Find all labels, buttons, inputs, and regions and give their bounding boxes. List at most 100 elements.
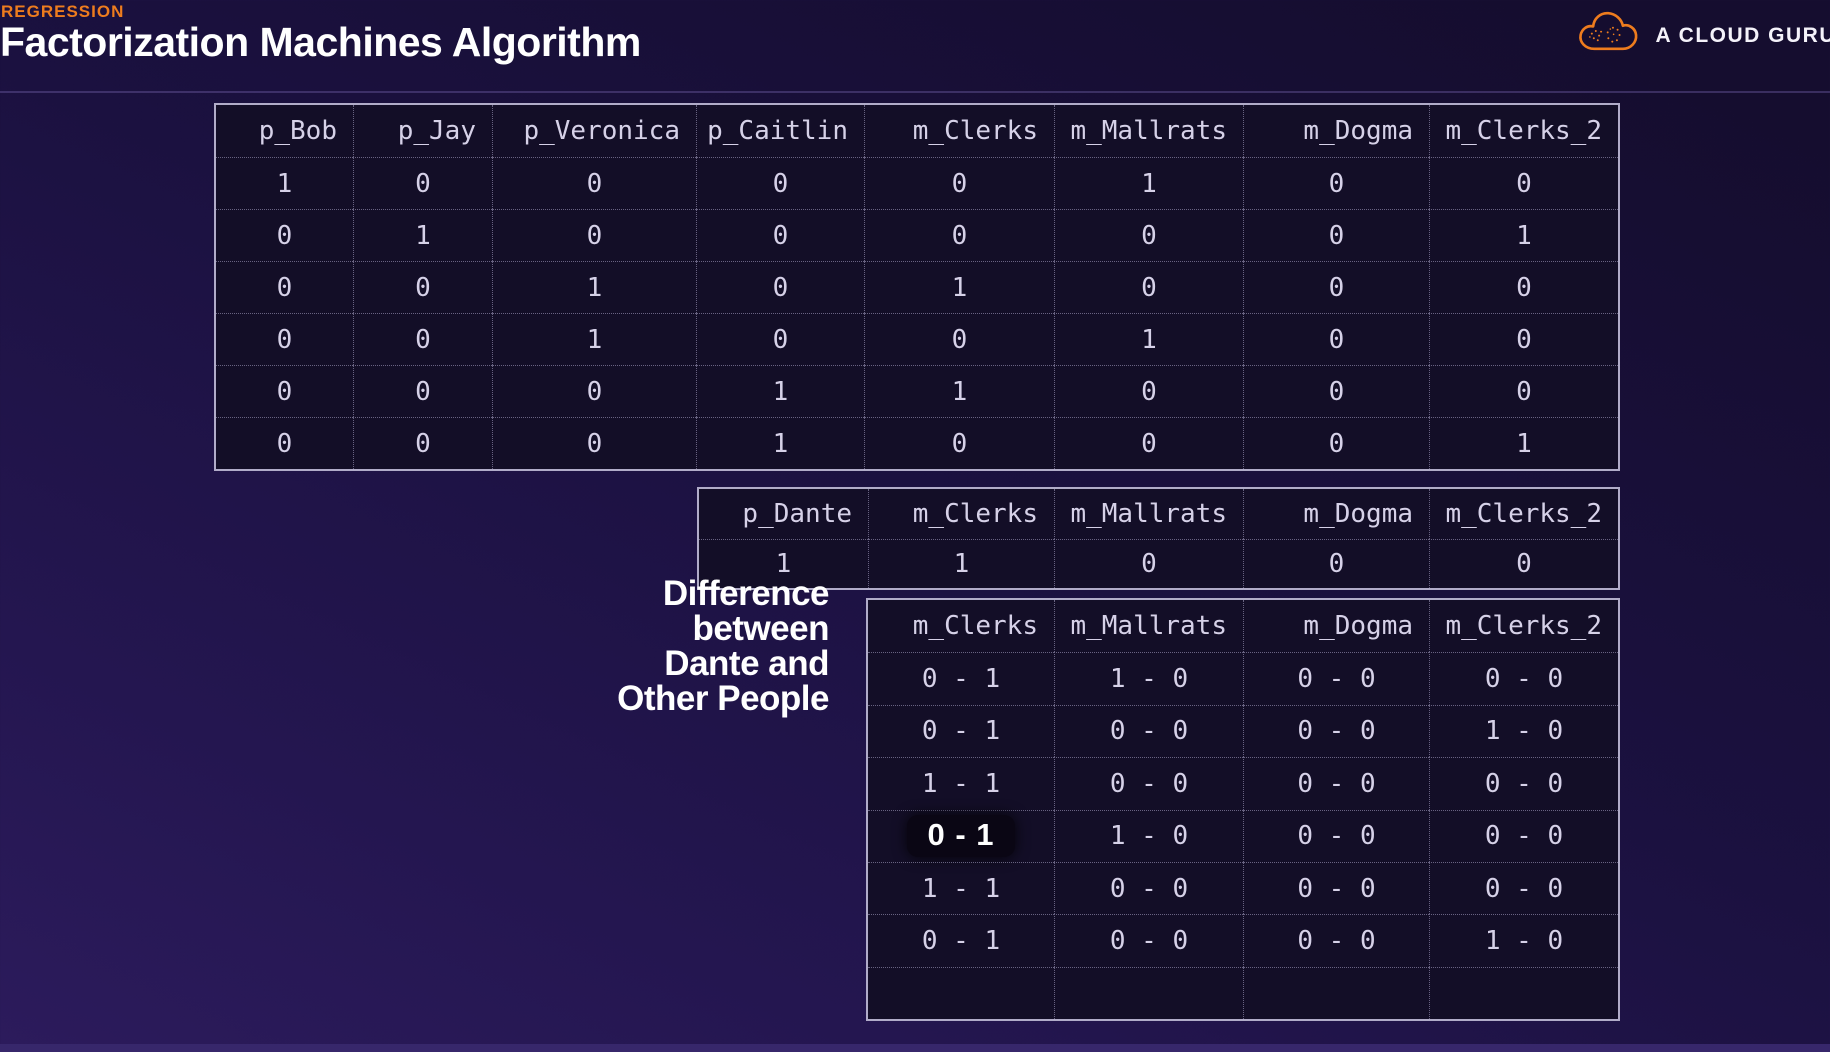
table-cell: 1 - 1 — [868, 757, 1054, 809]
table-cell: 0 - 0 — [1429, 757, 1618, 810]
table-cell: 0 — [216, 365, 353, 417]
difference-caption-line: Difference — [662, 574, 830, 613]
table-cell: 0 - 1 — [868, 704, 1054, 757]
table-cell: 0 — [1243, 209, 1429, 261]
table-cell: 0 — [353, 313, 492, 365]
brand-name: A CLOUD GURU — [1655, 23, 1830, 47]
column-header: m_Clerks — [864, 105, 1054, 157]
table-cell: 0 — [492, 209, 696, 261]
highlighted-cell-value: 0 - 1 — [907, 815, 1015, 858]
difference-caption-line: between — [692, 609, 829, 648]
people-features-table: p_Bob p_Jay p_Veronica p_Caitlin m_Clerks m_M… — [214, 103, 1620, 471]
column-header: m_Mallrats — [1054, 600, 1243, 653]
table-cell: 0 — [1243, 417, 1429, 469]
header-divider — [0, 91, 1830, 93]
table-cell — [1429, 966, 1618, 1020]
table-cell: 1 — [696, 417, 864, 469]
table-cell: 1 — [868, 538, 1054, 588]
column-header: p_Jay — [353, 105, 492, 157]
table-cell: 1 — [353, 209, 492, 261]
cloud-icon — [1576, 7, 1642, 64]
table-cell: 0 — [492, 157, 696, 209]
table-cell: 0 — [1054, 209, 1243, 261]
table-cell: 0 — [353, 417, 492, 469]
table-cell: 0 - 0 — [1054, 861, 1243, 915]
table-cell: 1 - 0 — [1054, 809, 1243, 862]
table-cell — [1243, 966, 1429, 1020]
table-cell: 0 - 0 — [1429, 861, 1618, 915]
table-cell: 1 — [1429, 209, 1618, 261]
column-header: m_Clerks_2 — [1429, 600, 1618, 653]
table-cell: 0 — [1243, 365, 1429, 417]
table-cell: 1 — [1054, 313, 1243, 365]
column-header: m_Clerks — [868, 489, 1054, 539]
table-cell: 0 — [1054, 365, 1243, 417]
table-cell: 0 — [353, 261, 492, 313]
table-cell: 1 - 0 — [1054, 652, 1243, 705]
table-cell: 1 - 1 — [868, 861, 1054, 914]
table-cell: 0 — [1054, 538, 1243, 588]
table-cell: 0 — [1054, 417, 1243, 469]
table-cell: 1 - 0 — [1429, 704, 1618, 758]
table-cell: 0 — [492, 365, 696, 417]
table-cell: 0 — [353, 365, 492, 417]
difference-caption-line: Other People — [617, 679, 829, 718]
column-header: m_Dogma — [1243, 489, 1429, 539]
table-cell: 0 — [353, 157, 492, 209]
table-cell: 0 — [1429, 313, 1618, 365]
table-cell: 0 — [864, 209, 1054, 261]
table-cell: 0 — [696, 313, 864, 365]
table-cell — [1054, 966, 1243, 1020]
table-cell: 1 — [1054, 157, 1243, 209]
table-cell: 0 — [1054, 261, 1243, 313]
column-header: p_Bob — [258, 116, 337, 146]
table-cell: 0 - 0 — [1429, 809, 1618, 862]
column-header: p_Caitlin — [696, 105, 864, 157]
brand-logo: A CLOUD GURU — [1576, 7, 1830, 64]
column-header: m_Clerks_2 — [1429, 489, 1618, 539]
table-cell: 0 — [216, 313, 353, 365]
table-cell: 0 — [864, 313, 1054, 365]
column-header: m_Mallrats — [1054, 489, 1243, 539]
table-cell: 0 — [1243, 313, 1429, 365]
table-cell: 0 — [696, 261, 864, 313]
table-cell: 0 — [1429, 261, 1618, 313]
column-header: m_Mallrats — [1054, 105, 1243, 157]
table-cell: 1 — [216, 157, 353, 209]
table-cell: 0 — [864, 157, 1054, 209]
table-cell: 0 — [1243, 538, 1429, 588]
column-header: m_Clerks_2 — [1429, 105, 1618, 157]
table-cell: 0 — [1243, 157, 1429, 209]
table-cell: 1 — [492, 261, 696, 313]
difference-caption: Difference between Dante and Other Peopl… — [617, 576, 829, 716]
table-cell: 0 - 0 — [1243, 914, 1429, 967]
table-cell: 0 — [216, 261, 353, 313]
table-cell: 1 - 0 — [1429, 914, 1618, 967]
table-cell: 0 - 1 — [868, 652, 1054, 704]
table-cell: 0 — [1429, 157, 1618, 209]
table-cell: 1 — [699, 538, 868, 589]
table-cell: 0 — [1429, 365, 1618, 417]
bottom-accent-strip — [0, 1044, 1830, 1052]
table-cell: 0 — [696, 209, 864, 261]
table-cell: 0 - 0 — [1429, 652, 1618, 705]
table-cell: 1 — [864, 365, 1054, 417]
difference-caption-line: Dante and — [664, 644, 829, 683]
column-header: m_Dogma — [1243, 600, 1429, 653]
page-title: Factorization Machines Algorithm — [0, 19, 641, 65]
table-cell: 0 - 0 — [1243, 757, 1429, 810]
column-header: m_Clerks — [912, 611, 1038, 642]
table-cell: 0 — [216, 417, 353, 469]
column-header: p_Veronica — [492, 105, 696, 157]
table-cell: 0 - 0 — [1243, 704, 1429, 758]
table-cell: 0 - 0 — [1054, 704, 1243, 758]
table-cell: 0 - 0 — [1054, 757, 1243, 810]
table-cell — [868, 966, 1054, 1019]
table-cell: 0 — [1429, 538, 1618, 588]
table-cell: 0 - 0 — [1243, 861, 1429, 915]
column-header: m_Dogma — [1243, 105, 1429, 157]
table-cell: 0 — [492, 417, 696, 469]
table-cell: 1 — [1429, 417, 1618, 469]
column-header: p_Dante — [742, 498, 852, 529]
